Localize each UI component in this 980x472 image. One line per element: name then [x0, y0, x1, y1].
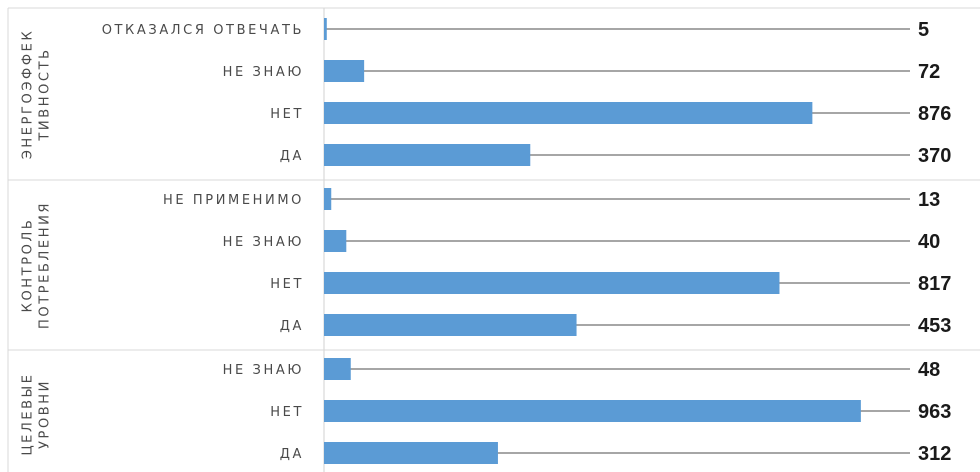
bars	[324, 18, 861, 464]
value-label: 817	[918, 273, 951, 295]
category-label: НЕТ	[270, 405, 304, 420]
group-label-line: ПОТРЕБЛЕНИЯ	[38, 201, 53, 329]
category-label: НЕТ	[270, 277, 304, 292]
value-label: 370	[918, 145, 951, 167]
group-label: КОНТРОЛЬ ПОТРЕБЛЕНИЯ	[21, 201, 53, 329]
category-label: НЕТ	[270, 107, 304, 122]
bar	[324, 144, 531, 166]
bar	[324, 358, 351, 380]
value-label: 963	[918, 401, 951, 423]
category-label: ДА	[280, 149, 304, 164]
bar	[324, 18, 327, 40]
value-label: 40	[918, 231, 940, 253]
category-label: НЕ ЗНАЮ	[223, 65, 304, 80]
bar	[324, 442, 498, 464]
bar	[324, 188, 332, 210]
bar	[324, 314, 577, 336]
category-label: ДА	[280, 319, 304, 334]
group-separators	[7, 7, 980, 472]
value-label: 48	[918, 359, 940, 381]
value-label: 453	[918, 315, 951, 337]
group-label: ЭНЕРГОЭФФЕК ТИВНОСТЬ	[21, 29, 53, 160]
group-label-line: ЦЕЛЕВЫЕ	[21, 372, 36, 455]
category-label: ДА	[280, 447, 304, 462]
value-labels: 5 72 876 370 13 40 817 453 48 963 312	[918, 19, 951, 465]
group-label-line: УРОВНИ	[38, 379, 53, 449]
category-label: НЕ ЗНАЮ	[223, 363, 304, 378]
category-label: НЕ ПРИМЕНИМО	[163, 193, 304, 208]
group-label-line: ТИВНОСТЬ	[38, 47, 53, 141]
group-label-line: КОНТРОЛЬ	[21, 218, 36, 313]
leader-lines	[324, 28, 910, 454]
category-labels: ОТКАЗАЛСЯ ОТВЕЧАТЬ НЕ ЗНАЮ НЕТ ДА НЕ ПРИМЕНИ…	[102, 23, 304, 462]
bar	[324, 102, 813, 124]
bar	[324, 230, 347, 252]
bar	[324, 272, 780, 294]
value-label: 72	[918, 61, 940, 83]
group-label: ЦЕЛЕВЫЕ УРОВНИ	[21, 372, 53, 455]
category-label: НЕ ЗНАЮ	[223, 235, 304, 250]
group-labels: ЭНЕРГОЭФФЕК ТИВНОСТЬ КОНТРОЛЬ ПОТРЕБЛЕНИЯ ЦЕ…	[21, 29, 53, 456]
bar	[324, 400, 861, 422]
value-label: 312	[918, 443, 951, 465]
bar	[324, 60, 365, 82]
value-label: 5	[918, 19, 929, 41]
category-label: ОТКАЗАЛСЯ ОТВЕЧАТЬ	[102, 23, 304, 38]
group-label-line: ЭНЕРГОЭФФЕК	[21, 29, 36, 160]
value-label: 876	[918, 103, 951, 125]
value-label: 13	[918, 189, 940, 211]
